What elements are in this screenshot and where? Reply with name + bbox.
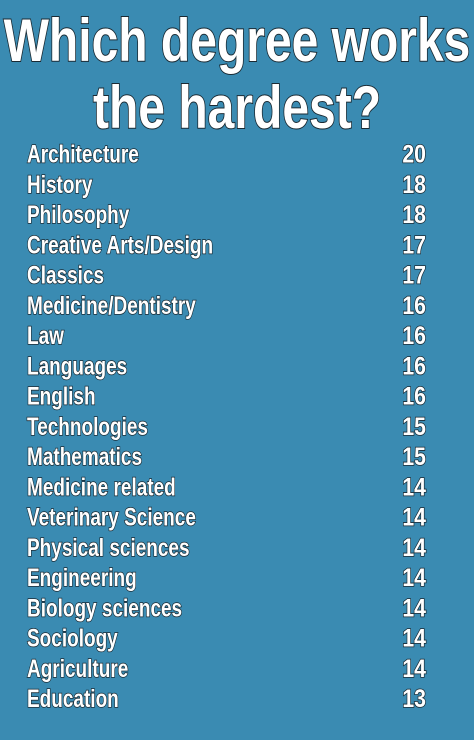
- degree-name: Sociology: [27, 624, 118, 652]
- row: Physical sciences 14: [26, 532, 427, 562]
- degree-name: Classics: [27, 261, 104, 289]
- degree-name: Technologies: [27, 412, 148, 440]
- row: Languages 16: [26, 351, 427, 381]
- hours-value: 17: [402, 231, 426, 259]
- hours-value: 20: [402, 140, 426, 168]
- hours-value: 16: [402, 382, 426, 410]
- degree-name: Philosophy: [27, 201, 130, 229]
- hours-value: 14: [402, 533, 426, 561]
- degree-name: Medicine/Dentistry: [27, 291, 196, 319]
- row: Architecture 20: [26, 139, 426, 169]
- title-line: the hardest?: [93, 74, 381, 141]
- hours-value: 14: [402, 624, 426, 652]
- row: English 16: [26, 381, 427, 411]
- degree-name: Languages: [27, 352, 127, 380]
- degree-name: English: [27, 382, 96, 410]
- hours-value: 15: [402, 442, 426, 470]
- degree-name: History: [27, 170, 93, 198]
- hours-value: 18: [402, 170, 426, 198]
- row: Sociology 14: [26, 623, 427, 653]
- title-line: Which degree works: [4, 7, 471, 74]
- row: Biology sciences 14: [26, 593, 427, 623]
- row: Philosophy 18: [26, 200, 427, 230]
- hours-value: 16: [402, 352, 426, 380]
- degree-name: Biology sciences: [27, 594, 182, 622]
- degree-name: Mathematics: [27, 443, 142, 471]
- row: Medicine related 14: [26, 472, 427, 502]
- row: Education 13: [26, 684, 427, 714]
- row: Engineering 14: [26, 563, 427, 593]
- row: Mathematics 15: [26, 442, 427, 472]
- degree-name: Law: [27, 322, 65, 350]
- hours-value: 14: [402, 654, 426, 682]
- hours-value: 14: [402, 563, 426, 591]
- hours-value: 18: [402, 200, 426, 228]
- row: Veterinary Science 14: [26, 502, 427, 532]
- hours-value: 13: [402, 684, 426, 712]
- row: Classics 17: [26, 260, 426, 290]
- degree-name: Agriculture: [27, 654, 128, 682]
- hours-value: 14: [402, 594, 426, 622]
- hours-value: 14: [402, 473, 426, 501]
- hours-value: 16: [402, 321, 426, 349]
- degree-name: Veterinary Science: [27, 503, 196, 531]
- degree-name: Creative Arts/Design: [27, 231, 213, 259]
- degree-name: Education: [27, 685, 119, 713]
- degree-name: Medicine related: [27, 473, 176, 501]
- hours-value: 15: [402, 412, 426, 440]
- row: History 18: [26, 169, 427, 199]
- row: Medicine/Dentistry 16: [26, 290, 427, 320]
- degree-name: Physical sciences: [27, 533, 190, 561]
- row: Technologies 15: [26, 411, 427, 441]
- row: Law 16: [26, 321, 427, 351]
- hours-value: 17: [402, 261, 426, 289]
- row: Creative Arts/Design 17: [26, 230, 426, 260]
- degree-name: Engineering: [27, 564, 137, 592]
- degree-name: Architecture: [27, 140, 139, 168]
- hours-value: 14: [402, 503, 426, 531]
- hours-value: 16: [402, 291, 426, 319]
- row: Agriculture 14: [26, 653, 427, 683]
